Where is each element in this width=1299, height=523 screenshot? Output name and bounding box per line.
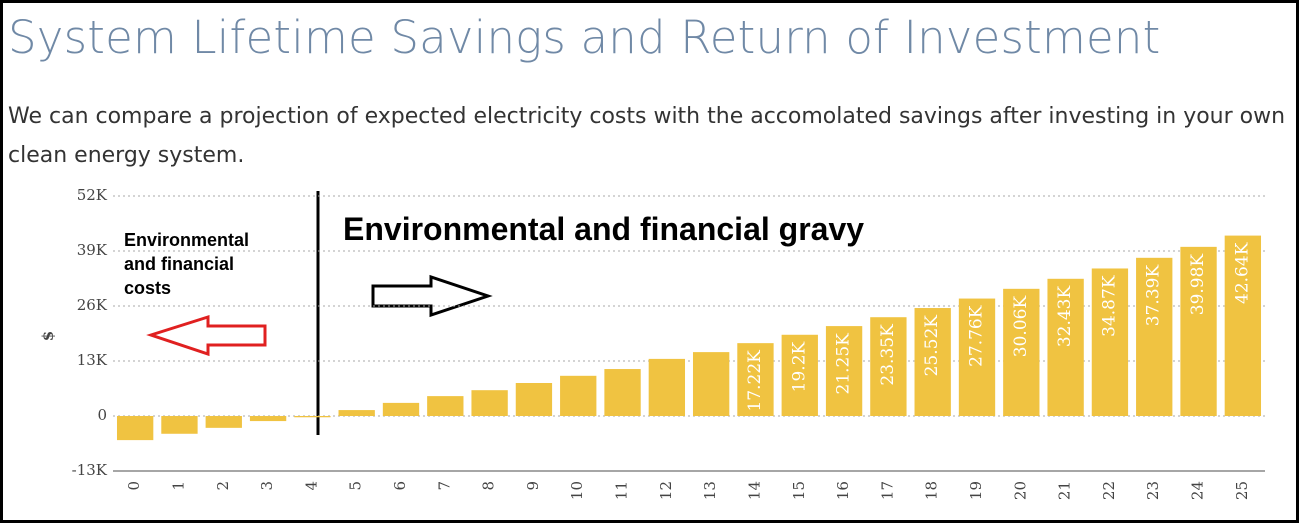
- x-tick-label: 16: [834, 481, 852, 500]
- bar-label: 27.76K: [967, 305, 987, 367]
- annotation: Environmental and financial costs: [124, 230, 249, 298]
- bar: [1003, 288, 1040, 416]
- bar: [382, 402, 420, 416]
- x-tick-label: 25: [1233, 481, 1251, 500]
- x-tick-label: 23: [1144, 481, 1162, 500]
- x-tick-label: 5: [347, 481, 365, 491]
- bar-label: 37.39K: [1144, 265, 1164, 327]
- y-tick-label: 52K: [77, 186, 108, 204]
- bar: [1091, 268, 1129, 416]
- bar: [914, 308, 951, 416]
- bar: [1047, 278, 1084, 416]
- bar: [1136, 257, 1173, 416]
- bar-label: 19.2K: [789, 341, 809, 392]
- y-tick-label: -13K: [72, 461, 108, 479]
- x-tick-label: 9: [524, 481, 542, 491]
- bar-label: 21.25K: [834, 333, 854, 395]
- bar: [294, 416, 331, 418]
- x-tick-label: 14: [745, 481, 763, 500]
- right-arrow: [371, 274, 493, 318]
- x-tick-label: 15: [790, 481, 808, 500]
- bar-label: 23.35K: [878, 324, 898, 386]
- x-tick-label: 2: [214, 481, 232, 491]
- x-tick-label: 1: [169, 481, 187, 491]
- bar: [427, 396, 464, 416]
- bar: [1180, 246, 1217, 416]
- x-tick-label: 10: [568, 481, 586, 500]
- x-tick-label: 24: [1189, 481, 1207, 500]
- y-tick-label: 13K: [77, 351, 108, 369]
- x-tick-label: 3: [258, 481, 276, 491]
- x-tick-label: 22: [1100, 481, 1118, 500]
- bar-label: 39.98K: [1188, 254, 1208, 316]
- page-subtitle: We can compare a projection of expected …: [8, 104, 1286, 168]
- y-axis-label: $: [39, 331, 57, 341]
- bar-label: 42.64K: [1232, 242, 1252, 304]
- y-tick-label: 26K: [77, 296, 108, 314]
- left-arrow: [146, 314, 267, 357]
- bar-label: 34.87K: [1099, 275, 1119, 337]
- bar: [249, 416, 287, 422]
- bar: [870, 317, 907, 416]
- bar: [737, 343, 774, 416]
- x-tick-label: 8: [480, 481, 498, 491]
- x-tick-label: 17: [878, 481, 896, 500]
- bar: [205, 416, 242, 428]
- y-tick-label: 0: [97, 406, 107, 424]
- page-title: System Lifetime Savings and Return of In…: [8, 11, 1161, 64]
- x-tick-label: 20: [1011, 481, 1029, 500]
- x-tick-label: 11: [613, 481, 631, 500]
- bar: [604, 369, 641, 416]
- bar: [161, 416, 198, 434]
- x-tick-label: 21: [1056, 481, 1074, 500]
- bar: [116, 416, 154, 441]
- bar: [515, 383, 553, 416]
- bar-label: 30.06K: [1011, 296, 1031, 358]
- y-tick-label: 39K: [77, 241, 108, 259]
- bar: [958, 298, 996, 416]
- bar: [338, 410, 375, 416]
- bar-label: 25.52K: [922, 315, 942, 377]
- x-tick-label: 0: [125, 481, 143, 491]
- x-tick-label: 7: [435, 481, 453, 491]
- bar: [648, 358, 686, 416]
- bar: [471, 390, 508, 416]
- x-tick-label: 4: [302, 481, 320, 491]
- x-tick-label: 12: [657, 481, 675, 500]
- bar: [1224, 235, 1262, 416]
- x-tick-label: 13: [701, 481, 719, 500]
- bar-label: 32.43K: [1055, 286, 1075, 348]
- bar: [825, 326, 863, 416]
- bar: [781, 334, 818, 416]
- bar-label: 17.22K: [745, 350, 765, 412]
- bar: [560, 375, 597, 416]
- x-tick-label: 6: [391, 481, 409, 491]
- x-tick-label: 18: [923, 481, 941, 500]
- x-tick-label: 19: [967, 481, 985, 500]
- annotation: Environmental and financial gravy: [343, 211, 864, 247]
- bar: [692, 352, 730, 416]
